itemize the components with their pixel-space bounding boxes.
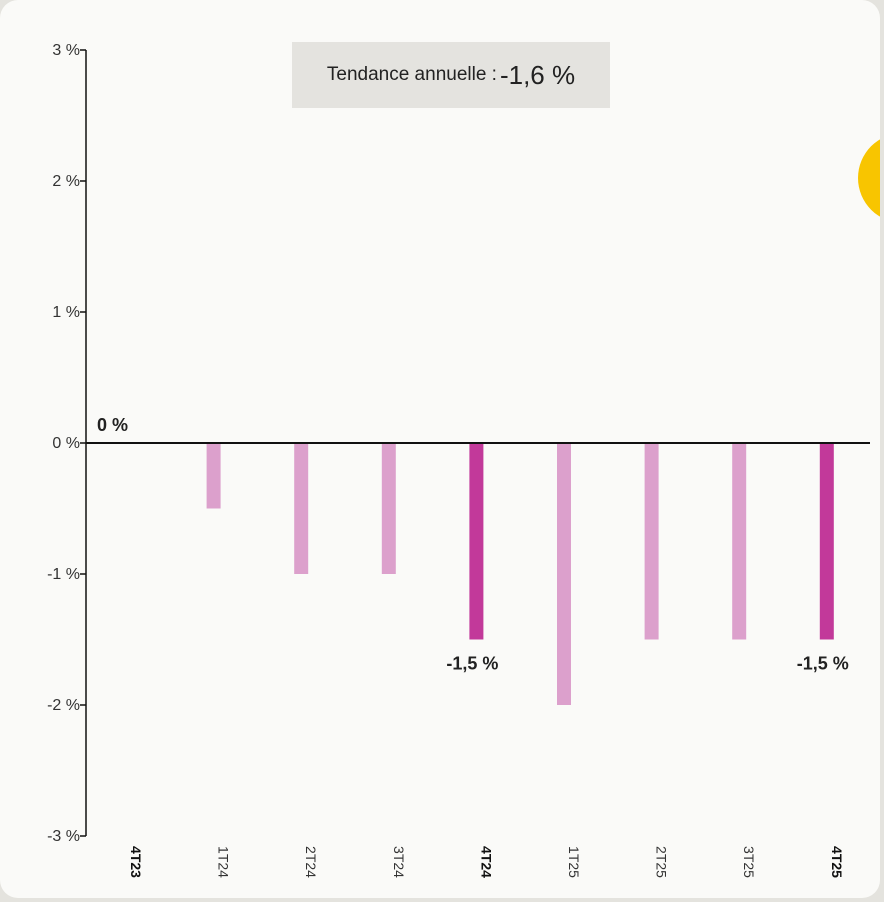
yellow-circle-decoration [858,133,880,223]
x-tick-label: 4T23 [128,846,144,878]
x-tick-label: 2T25 [654,846,670,878]
data-label: -1,5 % [797,654,849,674]
bar [294,443,309,574]
annual-trend-label: Tendance annuelle : [326,64,497,85]
x-tick-label: 4T25 [829,846,845,878]
y-tick-label: 0 % [52,435,80,452]
y-tick-label: 1 % [52,304,80,321]
data-label: 0 % [97,415,128,435]
x-tick-label: 4T24 [478,846,494,878]
bar [819,443,834,640]
data-label: -1,5 % [446,654,498,674]
annual-trend-box: Tendance annuelle : -1,6 % [292,42,610,108]
bar [206,443,221,509]
x-tick-label: 1T24 [216,846,232,878]
bar [557,443,571,705]
y-tick-label: 2 % [52,173,80,190]
annual-trend-value: -1,6 % [499,59,576,90]
bar [469,443,484,640]
y-tick-label: -1 % [47,566,80,583]
bar [381,443,396,574]
y-tick-label: -3 % [47,828,80,845]
y-tick-label: 3 % [52,42,80,59]
y-tick-label: -2 % [47,697,80,714]
bar [732,443,747,640]
x-tick-label: 1T25 [566,846,582,878]
x-tick-label: 3T25 [741,846,757,878]
x-tick-label: 3T24 [391,846,407,878]
x-tick-label: 2T24 [303,846,319,878]
bar [644,443,659,640]
